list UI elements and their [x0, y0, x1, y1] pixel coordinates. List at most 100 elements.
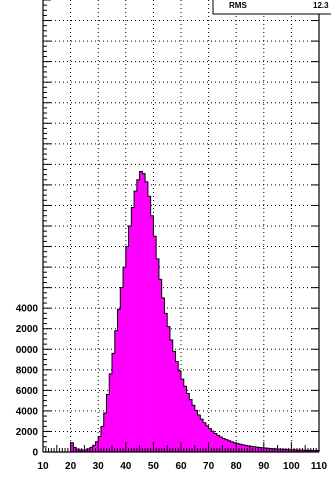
histogram-bin [134, 191, 138, 452]
histogram-bin [109, 373, 113, 452]
x-tick-label: 40 [120, 461, 132, 472]
y-tick-label: 6000 [16, 386, 39, 397]
histogram-bin [272, 448, 276, 452]
histogram-bin [288, 449, 292, 452]
histogram-bin [299, 450, 303, 452]
x-tick-label: 80 [231, 461, 243, 472]
histogram-bin [78, 449, 82, 452]
histogram-bin [197, 415, 201, 452]
histogram-bin [123, 267, 127, 452]
histogram-bin [164, 313, 168, 452]
histogram-bin [283, 449, 287, 452]
histogram-bin [172, 351, 176, 452]
histogram-bin [274, 448, 278, 452]
x-tick-label: 60 [175, 461, 187, 472]
histogram-bin [200, 419, 204, 452]
histogram-bin [181, 379, 185, 452]
histogram-bin [139, 171, 143, 452]
histogram-bin [158, 279, 162, 452]
histogram-bin [296, 449, 300, 452]
histogram-bin [142, 173, 146, 453]
histogram-bin [153, 236, 157, 452]
histogram-bin [230, 441, 234, 452]
y-tick-label: 2000 [16, 427, 39, 438]
histogram-bin [244, 445, 248, 452]
y-tick-label: 4000 [16, 304, 39, 315]
y-axis-ticks: 0 2000 4000 6000 8000 0000 2000 4000 [16, 0, 319, 459]
histogram-bin [238, 444, 243, 452]
histogram-bin [136, 179, 140, 453]
histogram-bin [106, 394, 110, 452]
histogram-bin [178, 370, 182, 452]
stats-box-frame [212, 0, 331, 15]
histogram-bin [186, 393, 190, 452]
histogram-bin [81, 450, 85, 452]
histogram-bin [189, 399, 193, 452]
x-tick-label: 20 [65, 461, 77, 472]
histogram-bin [214, 433, 218, 452]
x-tick-label: 110 [311, 461, 328, 472]
histogram-bin [167, 326, 171, 452]
histogram-bin [285, 449, 289, 452]
y-tick-label: 0000 [16, 345, 39, 356]
x-tick-label: 30 [93, 461, 105, 472]
histogram-bin [103, 412, 107, 452]
histogram-bin [92, 445, 96, 452]
histogram-bin [169, 340, 174, 452]
histogram-bin [225, 439, 229, 452]
histogram-bin [247, 445, 251, 452]
histogram-bin [76, 449, 80, 452]
histogram-bin [211, 431, 215, 452]
x-tick-label: 100 [283, 461, 300, 472]
histogram-bin [147, 196, 151, 452]
histogram-bin [131, 207, 135, 452]
histogram-bin [302, 450, 306, 452]
histogram-bin [208, 428, 212, 452]
histogram-bin [120, 287, 124, 452]
histogram-bin [305, 450, 309, 452]
histogram-bin [125, 246, 129, 452]
histogram-bin [150, 215, 154, 452]
histogram-bin [280, 449, 284, 452]
histogram-bin [205, 425, 209, 452]
histogram-bin [156, 258, 160, 452]
y-tick-label: 0 [32, 448, 38, 459]
histogram-bin [227, 440, 231, 452]
x-tick-label: 90 [258, 461, 270, 472]
histogram-bin [252, 446, 256, 452]
histogram-bin [192, 405, 196, 452]
x-tick-label: 10 [37, 461, 49, 472]
histogram-bin [219, 437, 223, 452]
histogram-bin [161, 297, 165, 452]
histogram-bin [87, 448, 91, 452]
histogram-bin [291, 449, 295, 452]
histogram-bin [294, 449, 298, 452]
stats-box: RMS 12.3 [212, 0, 331, 15]
histogram-bin [70, 442, 74, 452]
histogram-bin [313, 450, 317, 452]
histogram-bin [114, 330, 118, 452]
histogram-bin [145, 181, 149, 452]
histogram-bin [73, 447, 77, 452]
histogram-bin [175, 361, 179, 452]
histogram-bin [203, 422, 207, 452]
stats-value: 12.3 [313, 1, 329, 10]
histogram-bin [95, 441, 99, 452]
histogram-bin [89, 447, 93, 452]
histogram-bin [98, 436, 102, 452]
histogram-bin [222, 438, 226, 452]
x-tick-label: 70 [203, 461, 215, 472]
histogram-bin [255, 447, 259, 452]
y-tick-label: 4000 [16, 406, 39, 417]
histogram-bin [250, 446, 254, 452]
histogram-bin [183, 386, 187, 452]
histogram-bin [310, 450, 314, 452]
histogram-bin [216, 435, 220, 452]
stats-label: RMS [229, 1, 247, 10]
histogram-bin [307, 450, 312, 452]
histogram-bin [233, 442, 237, 452]
histogram-area [70, 171, 320, 453]
histogram-bin [266, 448, 270, 452]
histogram-bin [100, 426, 105, 452]
